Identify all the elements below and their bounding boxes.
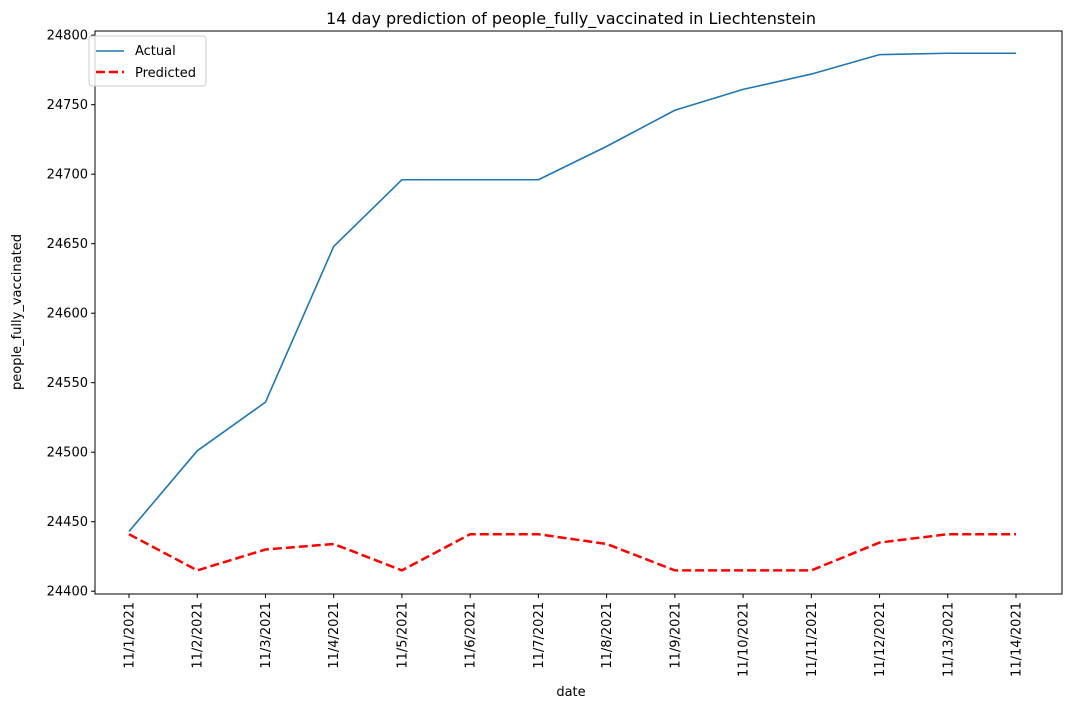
x-tick-label: 11/6/2021 bbox=[464, 602, 479, 669]
y-axis: 24400 24450 24500 24550 24600 24650 24700 24750… bbox=[47, 29, 95, 600]
x-tick-label: 11/3/2021 bbox=[259, 602, 274, 669]
y-axis-label: people_fully_vaccinated bbox=[10, 234, 25, 390]
y-tick-label: 24600 bbox=[47, 307, 88, 322]
y-tick-label: 24750 bbox=[47, 98, 88, 113]
x-tick-label: 11/5/2021 bbox=[395, 602, 410, 669]
series-line-predicted bbox=[128, 532, 1016, 572]
legend-label-predicted: Predicted bbox=[135, 66, 196, 81]
legend-label-actual: Actual bbox=[135, 44, 176, 59]
series-layer bbox=[128, 52, 1017, 572]
x-axis: 11/1/2021 11/2/2021 11/3/2021 11/4/2021 11/5… bbox=[123, 594, 1025, 677]
x-tick-label: 11/13/2021 bbox=[941, 602, 956, 677]
x-tick-label: 11/9/2021 bbox=[668, 602, 683, 669]
y-tick-label: 24450 bbox=[47, 515, 88, 530]
x-tick-label: 11/8/2021 bbox=[600, 602, 615, 669]
legend: Actual Predicted bbox=[88, 35, 207, 87]
x-tick-label: 11/14/2021 bbox=[1010, 602, 1025, 677]
x-tick-label: 11/11/2021 bbox=[805, 602, 820, 677]
chart-title: 14 day prediction of people_fully_vaccin… bbox=[326, 9, 816, 29]
series-line-actual bbox=[128, 52, 1016, 532]
x-tick-label: 11/10/2021 bbox=[737, 602, 752, 677]
x-axis-label: date bbox=[556, 685, 585, 700]
x-tick-label: 11/2/2021 bbox=[191, 602, 206, 669]
y-tick-label: 24800 bbox=[47, 29, 88, 44]
y-tick-label: 24550 bbox=[47, 376, 88, 391]
x-tick-label: 11/12/2021 bbox=[873, 602, 888, 677]
x-tick-label: 11/1/2021 bbox=[123, 602, 138, 669]
x-tick-label: 11/7/2021 bbox=[532, 602, 547, 669]
y-tick-label: 24400 bbox=[47, 585, 88, 600]
legend-box bbox=[88, 35, 207, 87]
y-tick-label: 24650 bbox=[47, 237, 88, 252]
y-tick-label: 24500 bbox=[47, 446, 88, 461]
y-tick-label: 24700 bbox=[47, 168, 88, 183]
x-tick-label: 11/4/2021 bbox=[327, 602, 342, 669]
plot-area bbox=[94, 30, 1063, 595]
